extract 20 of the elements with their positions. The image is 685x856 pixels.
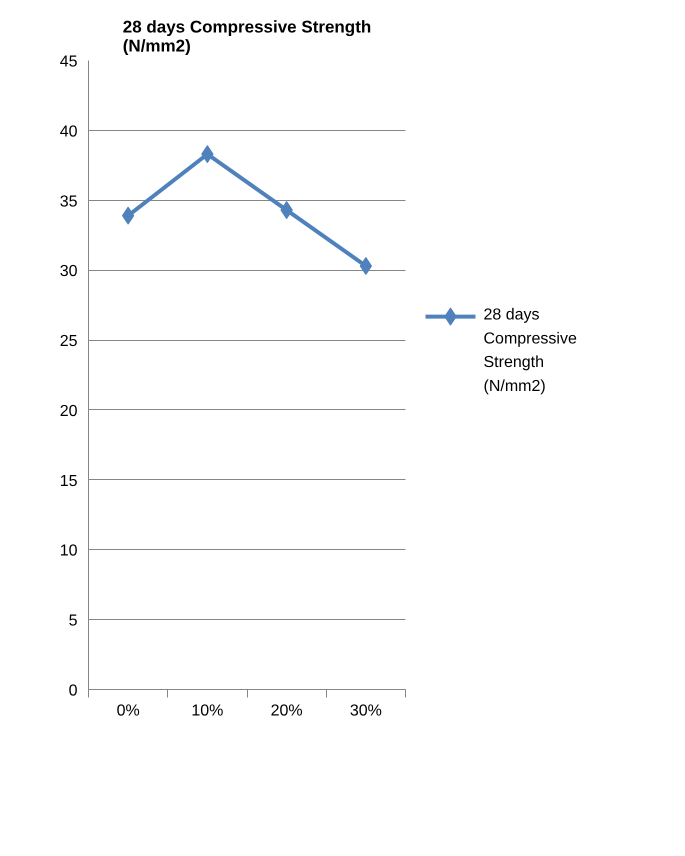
y-tick-label: 45 <box>60 54 78 70</box>
y-tick-label: 35 <box>60 193 78 210</box>
point <box>122 206 134 225</box>
legend-label: 28 days Compressive Strength (N/mm2) <box>484 306 577 396</box>
chart-title: 28 days Compressive Strength (N/mm2) <box>122 18 372 56</box>
point <box>280 201 293 220</box>
point <box>360 256 372 275</box>
y-tick-label: 40 <box>60 123 78 140</box>
point <box>201 145 214 164</box>
y-tick-label: 30 <box>60 263 78 280</box>
y-tick-label: 5 <box>68 612 78 630</box>
x-tick-label: 10% <box>191 702 224 720</box>
x-tick-label: 30% <box>350 702 382 720</box>
y-tick-label: 0 <box>68 682 78 700</box>
y-tick-label: 20 <box>60 402 78 420</box>
y-tick-label: 15 <box>60 472 78 490</box>
x-tick-label: 20% <box>270 702 303 720</box>
x-tick-label: 0% <box>116 702 140 720</box>
y-tick-label: 25 <box>60 333 78 350</box>
y-tick-label: 10 <box>60 542 78 560</box>
